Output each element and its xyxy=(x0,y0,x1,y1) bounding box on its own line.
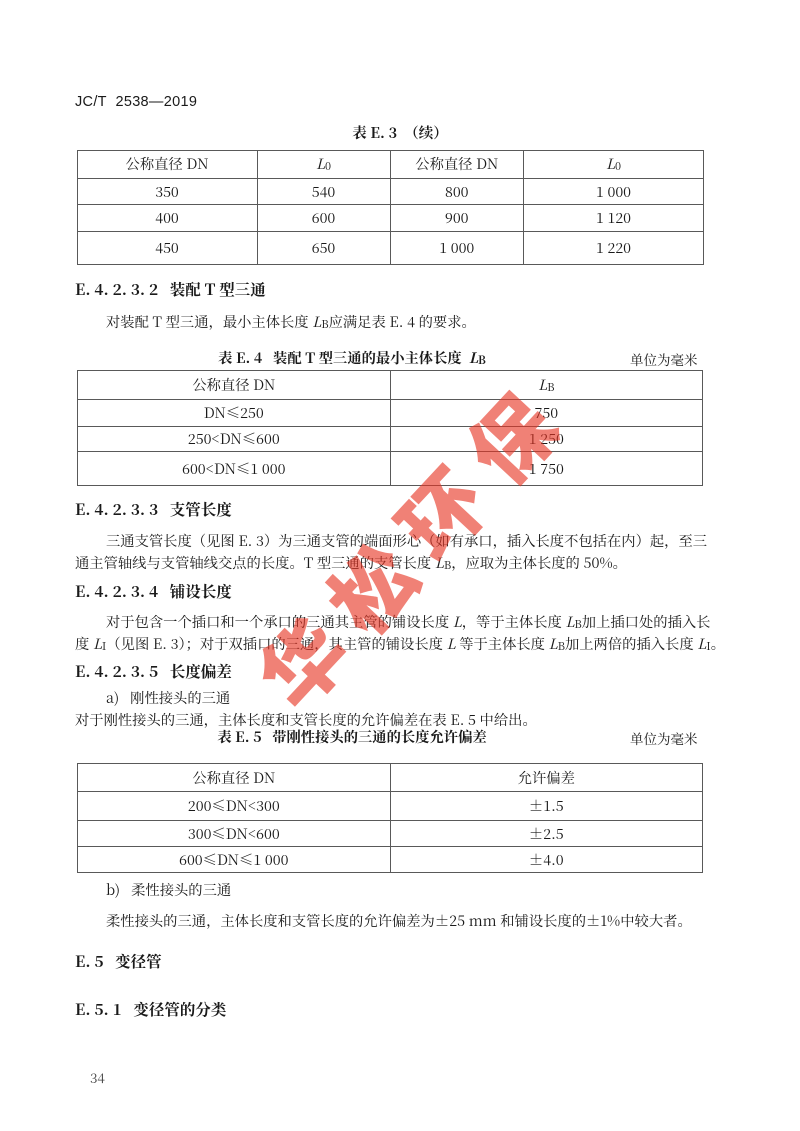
svg-text:华松环保: 华松环保 xyxy=(228,351,593,731)
